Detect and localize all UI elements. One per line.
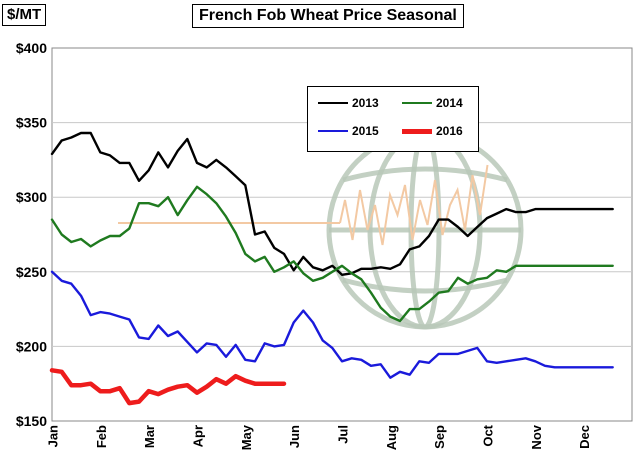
y-axis-tick-labels: $150 $200 $250 $300 $350 $400 bbox=[16, 40, 47, 429]
watermark-globe-line bbox=[342, 166, 508, 183]
x-tick-label: May bbox=[239, 424, 254, 450]
x-tick-label: Sep bbox=[432, 425, 447, 449]
legend-item-2014: 2014 bbox=[402, 93, 463, 113]
y-axis-label: $/MT bbox=[2, 4, 47, 26]
series-line-2015 bbox=[50, 270, 614, 379]
x-tick-label: Jul bbox=[335, 425, 350, 444]
series-line-2013 bbox=[50, 131, 614, 276]
legend: 2013 2014 2015 2016 bbox=[307, 86, 479, 152]
legend-swatch-2014 bbox=[402, 102, 432, 104]
legend-swatch-2015 bbox=[318, 130, 348, 132]
y-tick-label: $200 bbox=[16, 338, 47, 354]
legend-swatch-2016 bbox=[402, 128, 432, 134]
chart-title: French Fob Wheat Price Seasonal bbox=[192, 4, 464, 28]
y-tick-label: $400 bbox=[16, 40, 47, 56]
legend-item-2016: 2016 bbox=[402, 121, 463, 141]
x-tick-label: Oct bbox=[480, 424, 495, 446]
y-tick-label: $150 bbox=[16, 413, 47, 429]
x-tick-label: Jun bbox=[287, 425, 302, 448]
series-line-2014 bbox=[50, 185, 614, 323]
x-tick-label: Dec bbox=[577, 425, 592, 449]
watermark-globe-line bbox=[342, 277, 508, 294]
legend-item-2013: 2013 bbox=[318, 93, 379, 113]
legend-label-2013: 2013 bbox=[352, 96, 379, 110]
y-tick-label: $300 bbox=[16, 189, 47, 205]
legend-label-2015: 2015 bbox=[352, 124, 379, 138]
series-layer bbox=[49, 131, 614, 406]
y-tick-label: $250 bbox=[16, 264, 47, 280]
x-tick-label: Jan bbox=[45, 425, 60, 447]
legend-swatch-2013 bbox=[318, 102, 348, 104]
x-tick-label: Apr bbox=[190, 425, 205, 447]
y-tick-label: $350 bbox=[16, 115, 47, 131]
x-axis-tick-labels: Jan Feb Mar Apr May Jun Jul Aug Sep Oct Nov Dec bbox=[45, 424, 592, 450]
legend-label-2014: 2014 bbox=[436, 96, 463, 110]
globe-watermark bbox=[118, 130, 524, 330]
x-tick-label: Mar bbox=[142, 425, 157, 448]
legend-item-2015: 2015 bbox=[318, 121, 379, 141]
series-line-2016 bbox=[49, 368, 287, 406]
x-tick-label: Aug bbox=[384, 425, 399, 450]
watermark-orange-trace bbox=[339, 164, 489, 246]
x-tick-label: Nov bbox=[529, 424, 544, 449]
legend-label-2016: 2016 bbox=[436, 124, 463, 138]
x-tick-label: Feb bbox=[94, 425, 109, 448]
